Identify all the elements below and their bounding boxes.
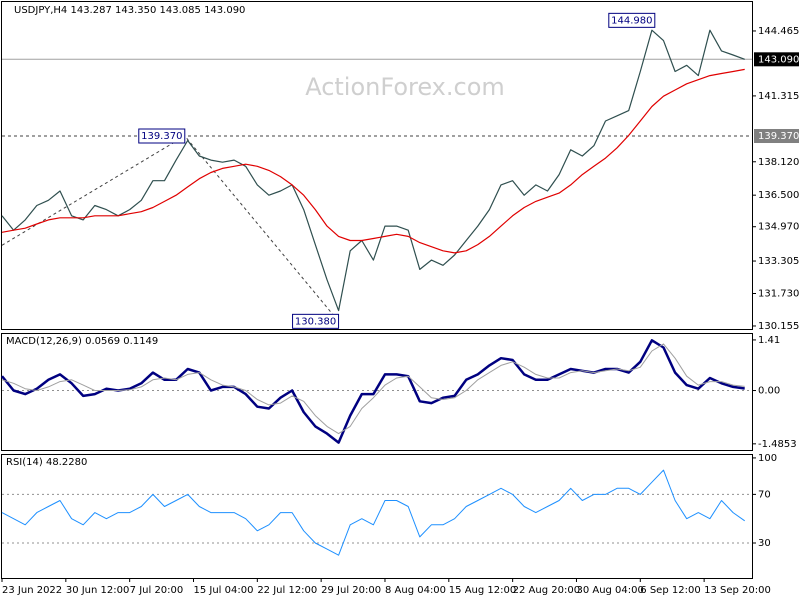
x-tick-label: 30 Aug 04:00: [576, 585, 643, 596]
y-tick-label: 134.970: [758, 222, 799, 233]
panel-title: RSI(14) 48.2280: [6, 457, 87, 468]
rsi-panel: [1, 454, 753, 579]
y-tick-label: 130.155: [758, 321, 799, 332]
price-panel: [1, 1, 753, 330]
price-label: 139.370: [758, 131, 799, 142]
y-tick-label: 100: [758, 453, 777, 464]
y-tick-label: 133.305: [758, 256, 799, 267]
x-tick-label: 30 Jun 12:00: [66, 585, 130, 596]
y-tick-label: 70: [758, 489, 771, 500]
macd-panel: [1, 333, 753, 451]
y-tick-label: 30: [758, 538, 771, 549]
y-tick-label: 141.315: [758, 91, 799, 102]
x-tick-label: 6 Sep 12:00: [640, 585, 700, 596]
x-tick-label: 15 Aug 12:00: [449, 585, 516, 596]
annotation-box: [138, 128, 186, 144]
y-tick-label: 136.500: [758, 190, 799, 201]
series-line: [1, 68, 745, 254]
series-line: [1, 339, 745, 444]
panel-title: USDJPY,H4 143.287 143.350 143.085 143.09…: [14, 5, 245, 16]
price-label-box: [754, 129, 799, 144]
series-line: [1, 343, 745, 435]
annotation-label: 144.980: [611, 15, 652, 26]
annotation-label: 130.380: [295, 316, 336, 327]
x-tick-label: 15 Jul 04:00: [193, 585, 253, 596]
y-tick-label: 0.00: [758, 386, 780, 397]
y-tick-label: 131.730: [758, 289, 799, 300]
x-tick-label: 23 Jun 2022: [2, 585, 62, 596]
annotation-label: 139.370: [141, 131, 182, 142]
x-tick-label: 29 Jul 20:00: [321, 585, 381, 596]
x-tick-label: 22 Aug 20:00: [513, 585, 580, 596]
series-line: [1, 29, 745, 312]
price-label: 143.090: [758, 54, 799, 65]
x-tick-label: 13 Sep 20:00: [704, 585, 771, 596]
y-tick-label: -1.4853: [758, 439, 797, 450]
annotation-box: [292, 313, 340, 329]
y-tick-label: 138.120: [758, 157, 799, 168]
x-tick-label: 22 Jul 12:00: [257, 585, 317, 596]
x-tick-label: 8 Aug 04:00: [385, 585, 446, 596]
y-tick-label: 1.41: [758, 335, 780, 346]
y-tick-label: 144.465: [758, 26, 799, 37]
series-line: [1, 469, 745, 556]
annotation-box: [608, 12, 656, 28]
price-label-box: [754, 52, 799, 67]
x-tick-label: 7 Jul 20:00: [130, 585, 184, 596]
watermark: ActionForex.com: [305, 73, 505, 101]
panel-title: MACD(12,26,9) 0.0569 0.1149: [6, 336, 158, 347]
